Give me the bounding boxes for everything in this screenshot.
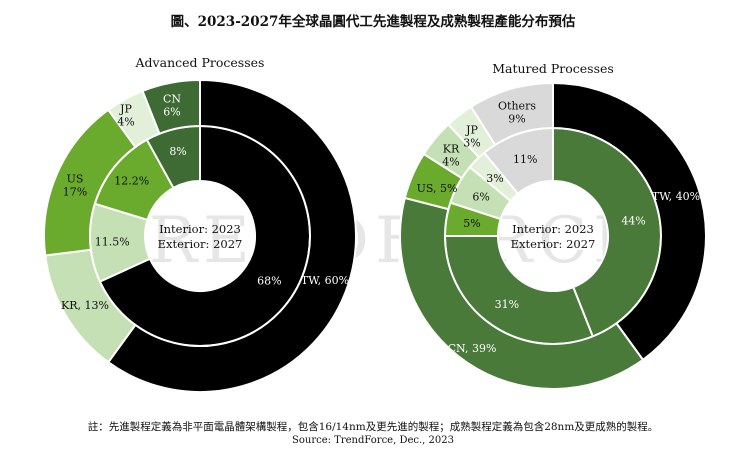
inner-label-kr: 6% <box>472 190 489 203</box>
outer-label-us: US 17% <box>63 173 87 199</box>
outer-label-tw: TW, 60% <box>301 274 349 287</box>
outer-label-others: Others 9% <box>498 100 536 126</box>
footnote: 註：先進製程定義為非平面電晶體架構製程，包含16/14nm及更先進的製程；成熟製… <box>87 421 659 433</box>
watermark: TRENDFORCE <box>100 204 646 278</box>
outer-label-cn: CN 6% <box>163 93 181 119</box>
center-label: Exterior: 2027 <box>511 237 596 251</box>
outer-slice-others <box>469 81 554 147</box>
inner-label-others: 11% <box>513 153 537 166</box>
inner-label-cn: 31% <box>495 298 519 311</box>
outer-slice-tw <box>106 78 357 393</box>
inner-label-kr: 11.5% <box>95 236 130 249</box>
inner-label-tw: 44% <box>621 215 645 228</box>
inner-label-cn: 8% <box>169 145 186 158</box>
inner-label-tw: 68% <box>257 275 281 288</box>
inner-label-jp: 3% <box>486 172 503 185</box>
outer-slice-cn <box>399 196 645 390</box>
chart-title: 圖、2023-2027年全球晶圓代工先進製程及成熟製程產能分布預估 <box>170 14 576 30</box>
donut-title: Matured Processes <box>492 61 614 76</box>
outer-label-us: US, 5% <box>417 182 458 195</box>
center-label: Interior: 2023 <box>159 222 241 236</box>
outer-label-cn: CN, 39% <box>448 342 497 355</box>
inner-label-us: 5% <box>463 217 480 230</box>
inner-label-us: 12.2% <box>114 175 149 188</box>
outer-label-kr: KR, 13% <box>61 299 109 312</box>
advanced-processes-donut: Advanced Processes 68% 11.5% 12.2% 8% TW, 60%… <box>43 55 357 393</box>
outer-label-tw: TW, 40% <box>652 190 700 203</box>
outer-slice-tw <box>552 81 707 362</box>
matured-processes-donut: Matured Processes 44% 31% 5% 6% 3% 11% TW, 40% C… <box>399 61 707 390</box>
source-note: Source: TrendForce, Dec., 2023 <box>292 435 454 446</box>
outer-label-jp: JP 4% <box>117 103 134 129</box>
outer-slice-cn <box>141 78 201 136</box>
outer-label-jp: JP 3% <box>463 124 480 150</box>
watermark-text: TRENDFORCE <box>100 204 646 278</box>
center-label: Interior: 2023 <box>512 222 594 236</box>
center-label: Exterior: 2027 <box>158 237 243 251</box>
outer-label-kr: KR 4% <box>442 143 460 169</box>
donut-title: Advanced Processes <box>135 55 265 70</box>
